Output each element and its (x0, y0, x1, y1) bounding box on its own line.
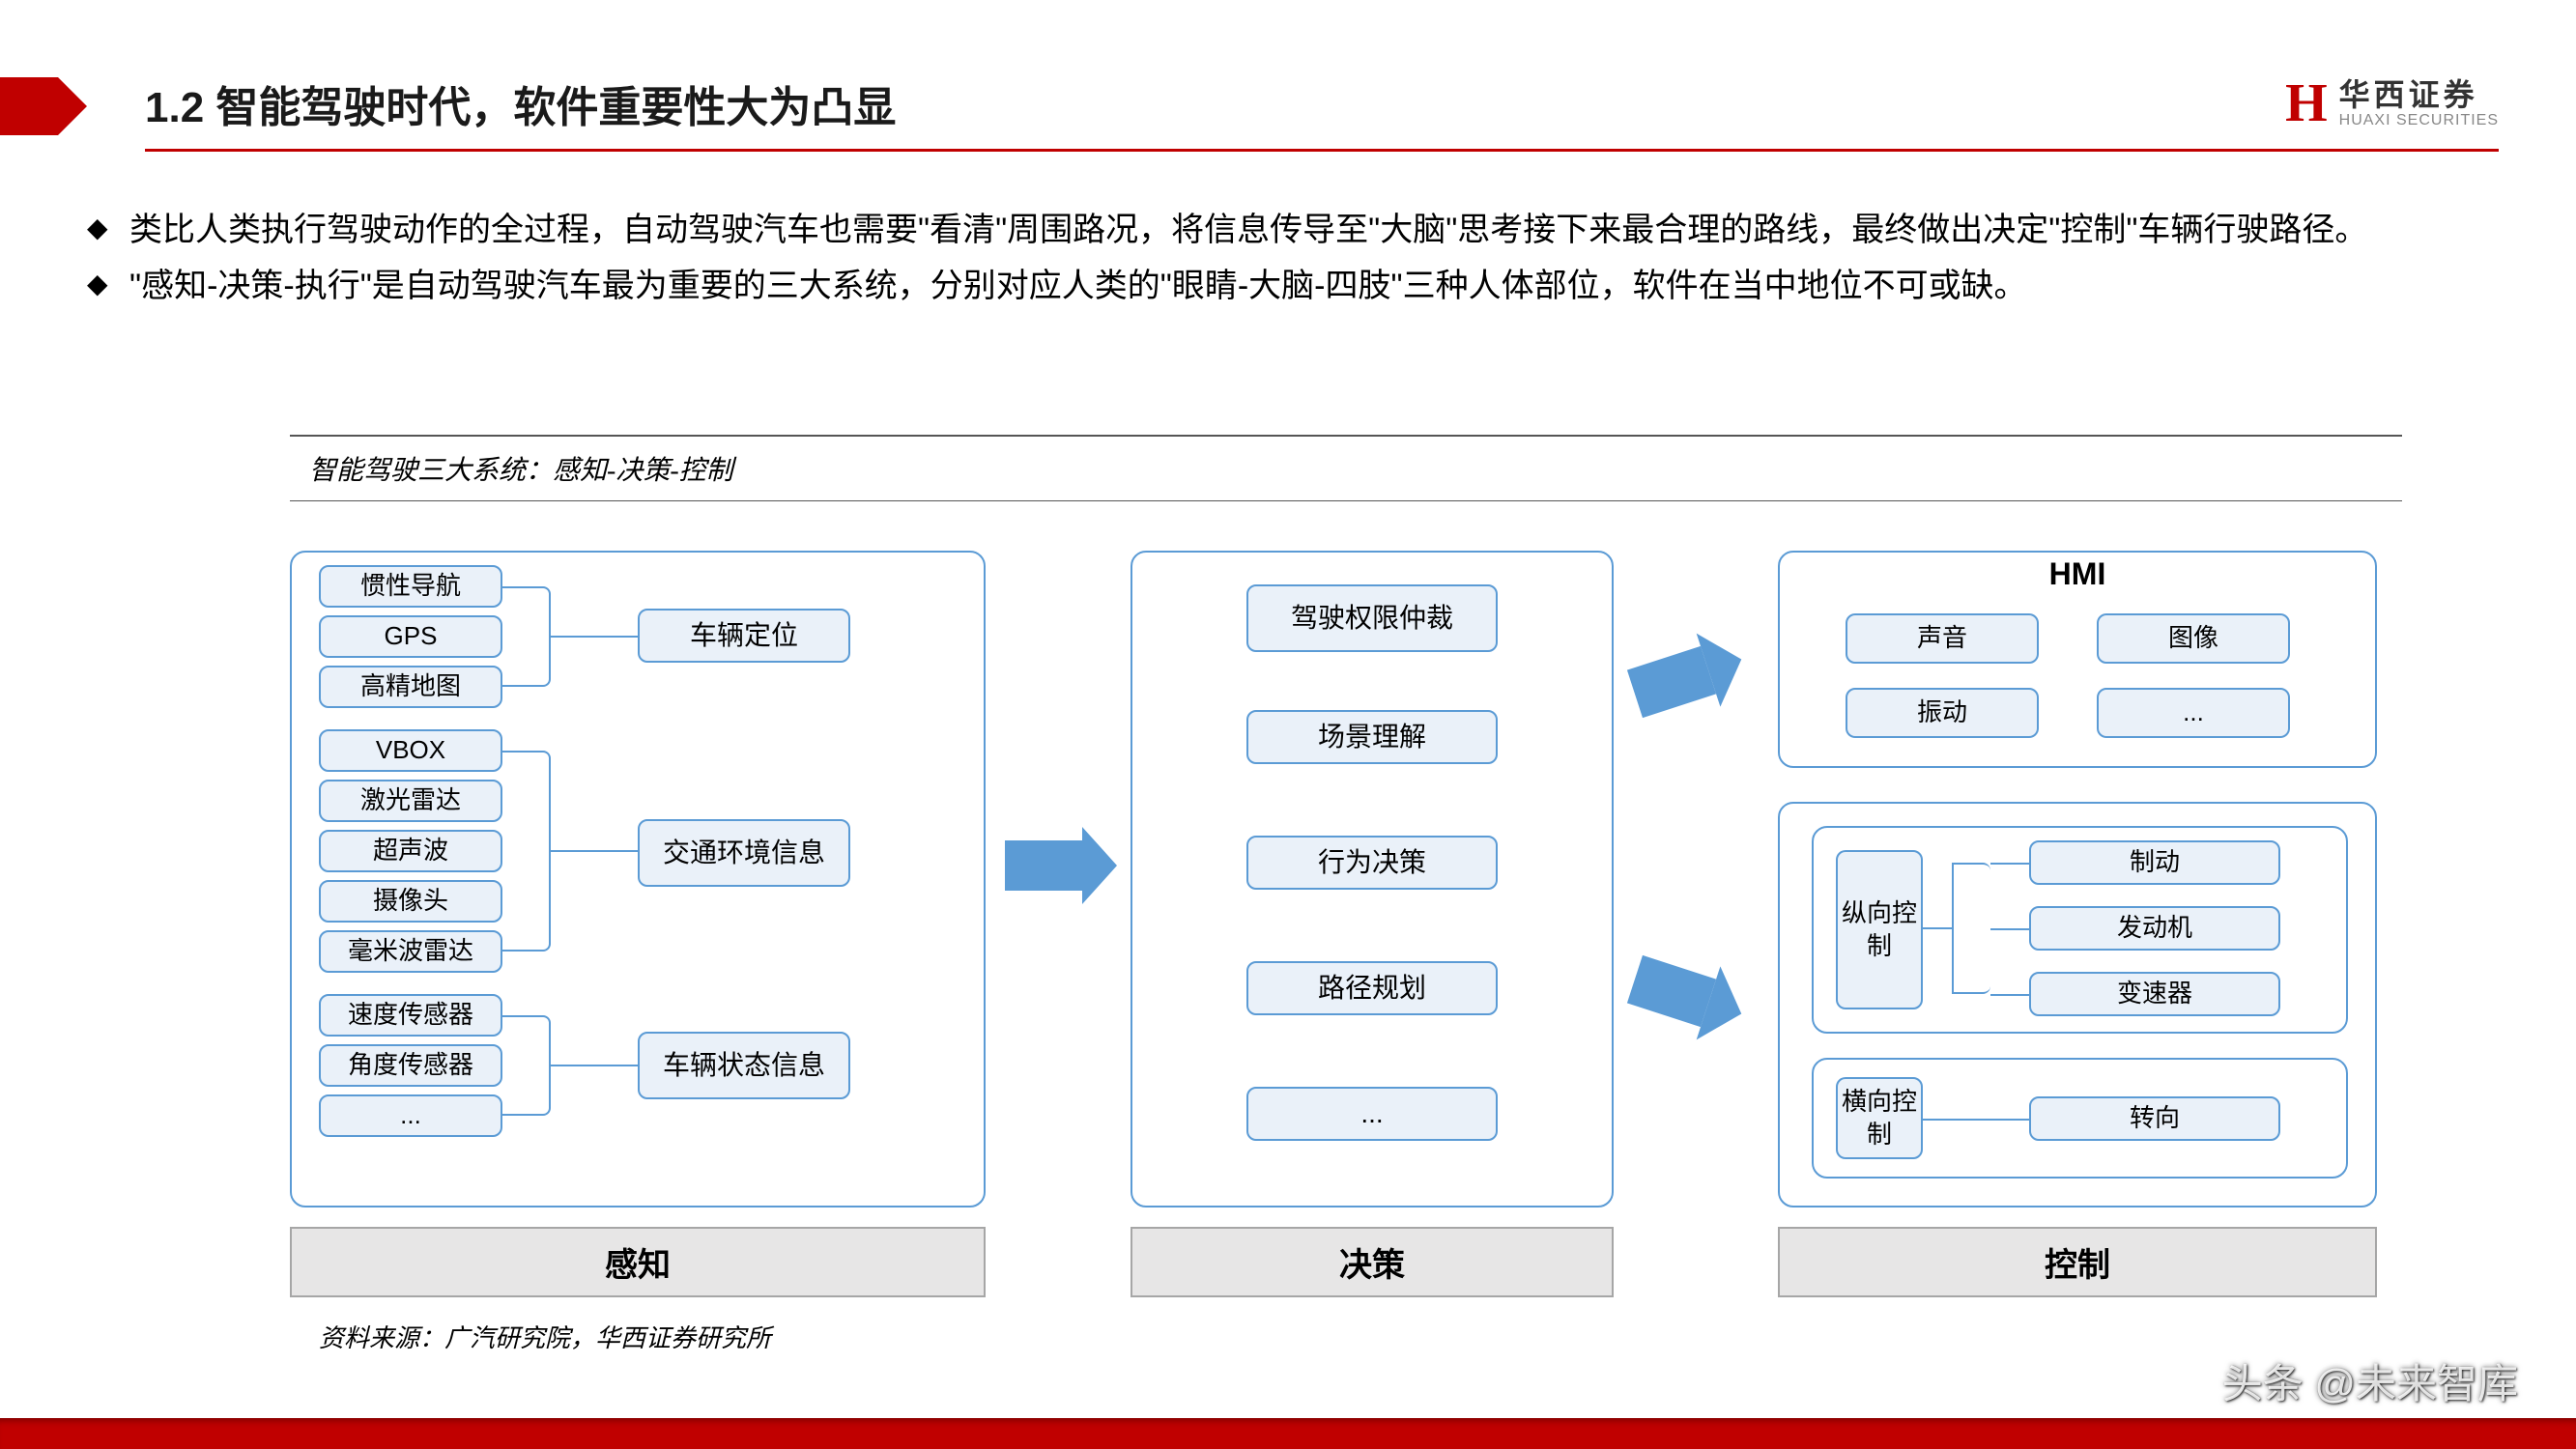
connector (551, 636, 638, 638)
connector (1990, 994, 2029, 996)
connector (1923, 927, 1952, 929)
control-item: 发动机 (2029, 906, 2280, 951)
connector (1923, 1119, 2029, 1121)
sensor-box: 超声波 (319, 830, 502, 872)
connector (502, 1015, 551, 1116)
footer-bar (0, 1418, 2576, 1449)
hmi-title: HMI (1778, 556, 2377, 592)
decision-box: ... (1246, 1087, 1498, 1141)
section-number: 1.2 (145, 84, 204, 131)
caption-rule-bottom (290, 500, 2402, 501)
hmi-box: 声音 (1846, 613, 2039, 664)
hmi-box: ... (2097, 688, 2290, 738)
sensor-box: 毫米波雷达 (319, 930, 502, 973)
bullet-list: 类比人类执行驾驶动作的全过程，自动驾驶汽车也需要"看清"周围路况，将信息传导至"… (87, 203, 2479, 315)
longitudinal-label: 纵向控制 (1836, 850, 1923, 1009)
sensor-box: 激光雷达 (319, 780, 502, 822)
column-label-perception: 感知 (290, 1227, 986, 1297)
connector (1990, 928, 2029, 930)
connector (1990, 863, 2029, 865)
perception-output: 交通环境信息 (638, 819, 850, 887)
bullet-item: "感知-决策-执行"是自动驾驶汽车最为重要的三大系统，分别对应人类的"眼睛-大脑… (87, 259, 2479, 315)
connector (551, 850, 638, 852)
logo-cn: 华西证券 (2339, 78, 2499, 112)
decision-box: 行为决策 (1246, 836, 1498, 890)
logo-mark-icon: H (2285, 72, 2328, 134)
logo: H 华西证券 HUAXI SECURITIES (2285, 72, 2499, 134)
arrow-icon (1005, 840, 1082, 891)
connector (1952, 863, 1990, 994)
arrow-icon (1627, 955, 1716, 1027)
decision-box: 场景理解 (1246, 710, 1498, 764)
header-accent (0, 77, 58, 135)
control-item: 变速器 (2029, 972, 2280, 1016)
sensor-box: VBOX (319, 729, 502, 772)
bullet-item: 类比人类执行驾驶动作的全过程，自动驾驶汽车也需要"看清"周围路况，将信息传导至"… (87, 203, 2479, 259)
column-label-control: 控制 (1778, 1227, 2377, 1297)
perception-output: 车辆状态信息 (638, 1032, 850, 1099)
caption-rule-top (290, 435, 2402, 437)
decision-box: 驾驶权限仲裁 (1246, 584, 1498, 652)
sensor-box: ... (319, 1094, 502, 1137)
column-label-decision: 决策 (1131, 1227, 1614, 1297)
watermark: 头条 @未来智库 (2222, 1351, 2518, 1410)
title-text: 智能驾驶时代，软件重要性大为凸显 (215, 84, 896, 131)
control-item: 制动 (2029, 840, 2280, 885)
decision-box: 路径规划 (1246, 961, 1498, 1015)
connector (551, 1065, 638, 1066)
arrow-icon (1627, 646, 1716, 718)
hmi-box: 振动 (1846, 688, 2039, 738)
logo-en: HUAXI SECURITIES (2339, 112, 2499, 129)
source-text: 资料来源：广汽研究院，华西证券研究所 (319, 1319, 771, 1354)
sensor-box: 惯性导航 (319, 565, 502, 608)
connector (502, 586, 551, 687)
sensor-box: GPS (319, 615, 502, 658)
sensor-box: 摄像头 (319, 880, 502, 923)
diagram: 惯性导航 GPS 高精地图 车辆定位 VBOX 激光雷达 超声波 摄像头 毫米波… (290, 551, 2396, 1256)
sensor-box: 角度传感器 (319, 1044, 502, 1087)
control-item: 转向 (2029, 1096, 2280, 1141)
header: 1.2 智能驾驶时代，软件重要性大为凸显 H 华西证券 HUAXI SECURI… (145, 72, 2499, 152)
lateral-label: 横向控制 (1836, 1077, 1923, 1159)
sensor-box: 速度传感器 (319, 994, 502, 1037)
sensor-box: 高精地图 (319, 666, 502, 708)
connector (502, 751, 551, 952)
perception-output: 车辆定位 (638, 609, 850, 663)
hmi-box: 图像 (2097, 613, 2290, 664)
diagram-caption: 智能驾驶三大系统：感知-决策-控制 (309, 449, 733, 488)
page-title: 1.2 智能驾驶时代，软件重要性大为凸显 (145, 72, 896, 134)
